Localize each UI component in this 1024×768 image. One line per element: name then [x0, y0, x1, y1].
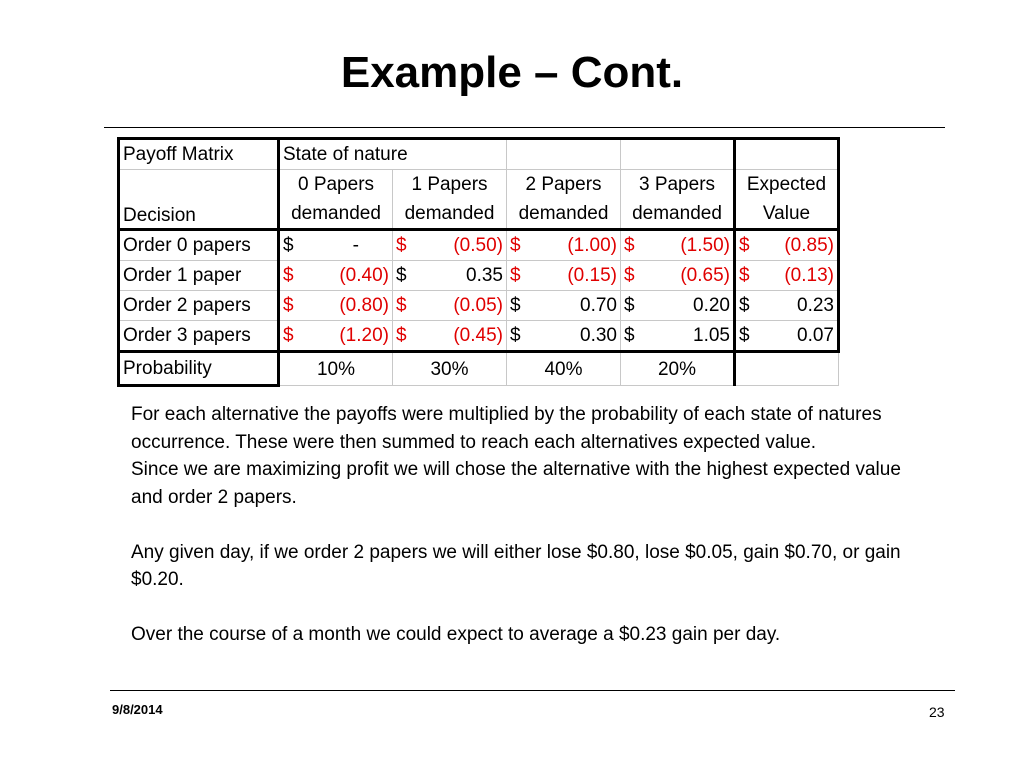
probability-row: Probability 10% 30% 40% 20% — [117, 350, 839, 387]
expected-value-header: Expected Value — [734, 169, 840, 231]
expected-value-cell: $0.23 — [734, 290, 840, 321]
payoff-value: (0.05) — [453, 295, 503, 316]
payoff-cell: $ (1.50) — [620, 229, 736, 261]
payoff-value: (1.50) — [680, 235, 730, 256]
currency-symbol: $ — [510, 295, 521, 316]
table-row: Order 1 paper $ (0.40) $0.35 $ (0.15) $ (0.65) $… — [117, 260, 840, 291]
payoff-value: (0.50) — [453, 235, 503, 256]
currency-symbol: $ — [396, 235, 407, 256]
title-divider — [104, 127, 945, 128]
payoff-value: (0.13) — [784, 265, 834, 286]
payoff-value: 0.35 — [466, 265, 503, 286]
header-row-1: Payoff Matrix State of nature — [117, 137, 840, 170]
expected-value-cell: $ (0.85) — [734, 229, 840, 261]
payoff-value: (0.15) — [567, 265, 617, 286]
currency-symbol: $ — [624, 295, 635, 316]
currency-symbol: $ — [283, 295, 294, 316]
payoff-cell: $0.35 — [392, 260, 507, 291]
probability-label: Probability — [117, 350, 280, 387]
payoff-value: (1.20) — [339, 325, 389, 346]
payoff-value: 0.70 — [580, 295, 617, 316]
decision-label: Decision — [117, 169, 280, 231]
payoff-value: 0.20 — [693, 295, 730, 316]
currency-symbol: $ — [624, 235, 635, 256]
payoff-cell: $ (0.65) — [620, 260, 736, 291]
currency-symbol: $ — [396, 265, 407, 286]
currency-symbol: $ — [283, 325, 294, 346]
decision-row-label: Order 1 paper — [117, 260, 280, 291]
paragraph-average: Over the course of a month we could expe… — [131, 624, 781, 645]
table-row: Order 2 papers $ (0.80) $ (0.05) $0.70 $0.20 $0… — [117, 290, 840, 321]
probability-cell: 10% — [278, 350, 393, 386]
currency-symbol: $ — [510, 265, 521, 286]
payoff-value: 0.23 — [797, 295, 834, 316]
payoff-value: 1.05 — [693, 325, 730, 346]
footer-date: 9/8/2014 — [112, 702, 163, 717]
currency-symbol: $ — [510, 235, 521, 256]
slide-title: Example – Cont. — [340, 48, 684, 97]
header-row-2: Decision 0 Papers demanded 1 Papers demand… — [117, 169, 840, 231]
payoff-value: (0.45) — [453, 325, 503, 346]
payoff-cell: $ (1.20) — [278, 320, 393, 352]
payoff-cell: $ (0.40) — [278, 260, 393, 291]
table-row: Order 3 papers $ (1.20) $ (0.45) $0.30 $1.05 $0… — [117, 320, 840, 352]
payoff-cell: $0.70 — [506, 290, 621, 321]
expected-value-cell: $0.07 — [734, 320, 840, 352]
payoff-cell: $ (1.00) — [506, 229, 621, 261]
currency-symbol: $ — [624, 265, 635, 286]
payoff-value: (0.80) — [339, 295, 389, 316]
paragraph-outcomes: Any given day, if we order 2 papers we w… — [131, 541, 901, 591]
expected-value-cell: $ (0.13) — [734, 260, 840, 291]
currency-symbol: $ — [396, 325, 407, 346]
paragraph-method: For each alternative the payoffs were mu… — [131, 404, 882, 453]
probability-cell: 40% — [506, 350, 621, 386]
payoff-cell: $ (0.80) — [278, 290, 393, 321]
payoff-cell: $ (0.05) — [392, 290, 507, 321]
currency-symbol: $ — [739, 235, 750, 256]
payoff-cell: $0.30 — [506, 320, 621, 352]
payoff-cell: $0.20 — [620, 290, 736, 321]
probability-cell: 30% — [392, 350, 507, 386]
currency-symbol: $ — [624, 325, 635, 346]
footer-divider — [110, 690, 955, 691]
payoff-cell: $ (0.45) — [392, 320, 507, 352]
currency-symbol: $ — [510, 325, 521, 346]
corner-label: Payoff Matrix — [117, 137, 280, 170]
payoff-value: (0.65) — [680, 265, 730, 286]
currency-symbol: $ — [739, 265, 750, 286]
currency-symbol: $ — [283, 265, 294, 286]
probability-cell: 20% — [620, 350, 736, 386]
explanation-text: For each alternative the payoffs were mu… — [131, 401, 931, 649]
payoff-value: 0.07 — [797, 325, 834, 346]
paragraph-decision: Since we are maximizing profit we will c… — [131, 459, 901, 508]
column-header: 3 Papers demanded — [620, 169, 736, 231]
decision-row-label: Order 0 papers — [117, 229, 280, 261]
page-number: 23 — [929, 704, 945, 720]
payoff-value: (1.00) — [567, 235, 617, 256]
payoff-value: (0.40) — [339, 265, 389, 286]
payoff-matrix-table: Payoff Matrix State of nature Decision 0… — [117, 137, 840, 387]
payoff-rows: Order 0 papers $ - $ (0.50) $ (1.00) $ (1.50) $ (0… — [117, 229, 840, 352]
table-row: Order 0 papers $ - $ (0.50) $ (1.00) $ (1.50) $ (0… — [117, 229, 840, 261]
decision-row-label: Order 3 papers — [117, 320, 280, 352]
probability-cell — [734, 350, 839, 386]
payoff-value: - — [352, 235, 359, 256]
currency-symbol: $ — [739, 295, 750, 316]
payoff-value: (0.85) — [784, 235, 834, 256]
column-header: 1 Papers demanded — [392, 169, 507, 231]
payoff-value: 0.30 — [580, 325, 617, 346]
currency-symbol: $ — [396, 295, 407, 316]
payoff-cell: $ - — [278, 229, 393, 261]
column-header: 2 Papers demanded — [506, 169, 621, 231]
state-of-nature-header: State of nature — [278, 137, 507, 170]
decision-row-label: Order 2 papers — [117, 290, 280, 321]
payoff-cell: $1.05 — [620, 320, 736, 352]
payoff-cell: $ (0.50) — [392, 229, 507, 261]
payoff-cell: $ (0.15) — [506, 260, 621, 291]
column-header: 0 Papers demanded — [278, 169, 393, 231]
currency-symbol: $ — [283, 235, 294, 256]
currency-symbol: $ — [739, 325, 750, 346]
